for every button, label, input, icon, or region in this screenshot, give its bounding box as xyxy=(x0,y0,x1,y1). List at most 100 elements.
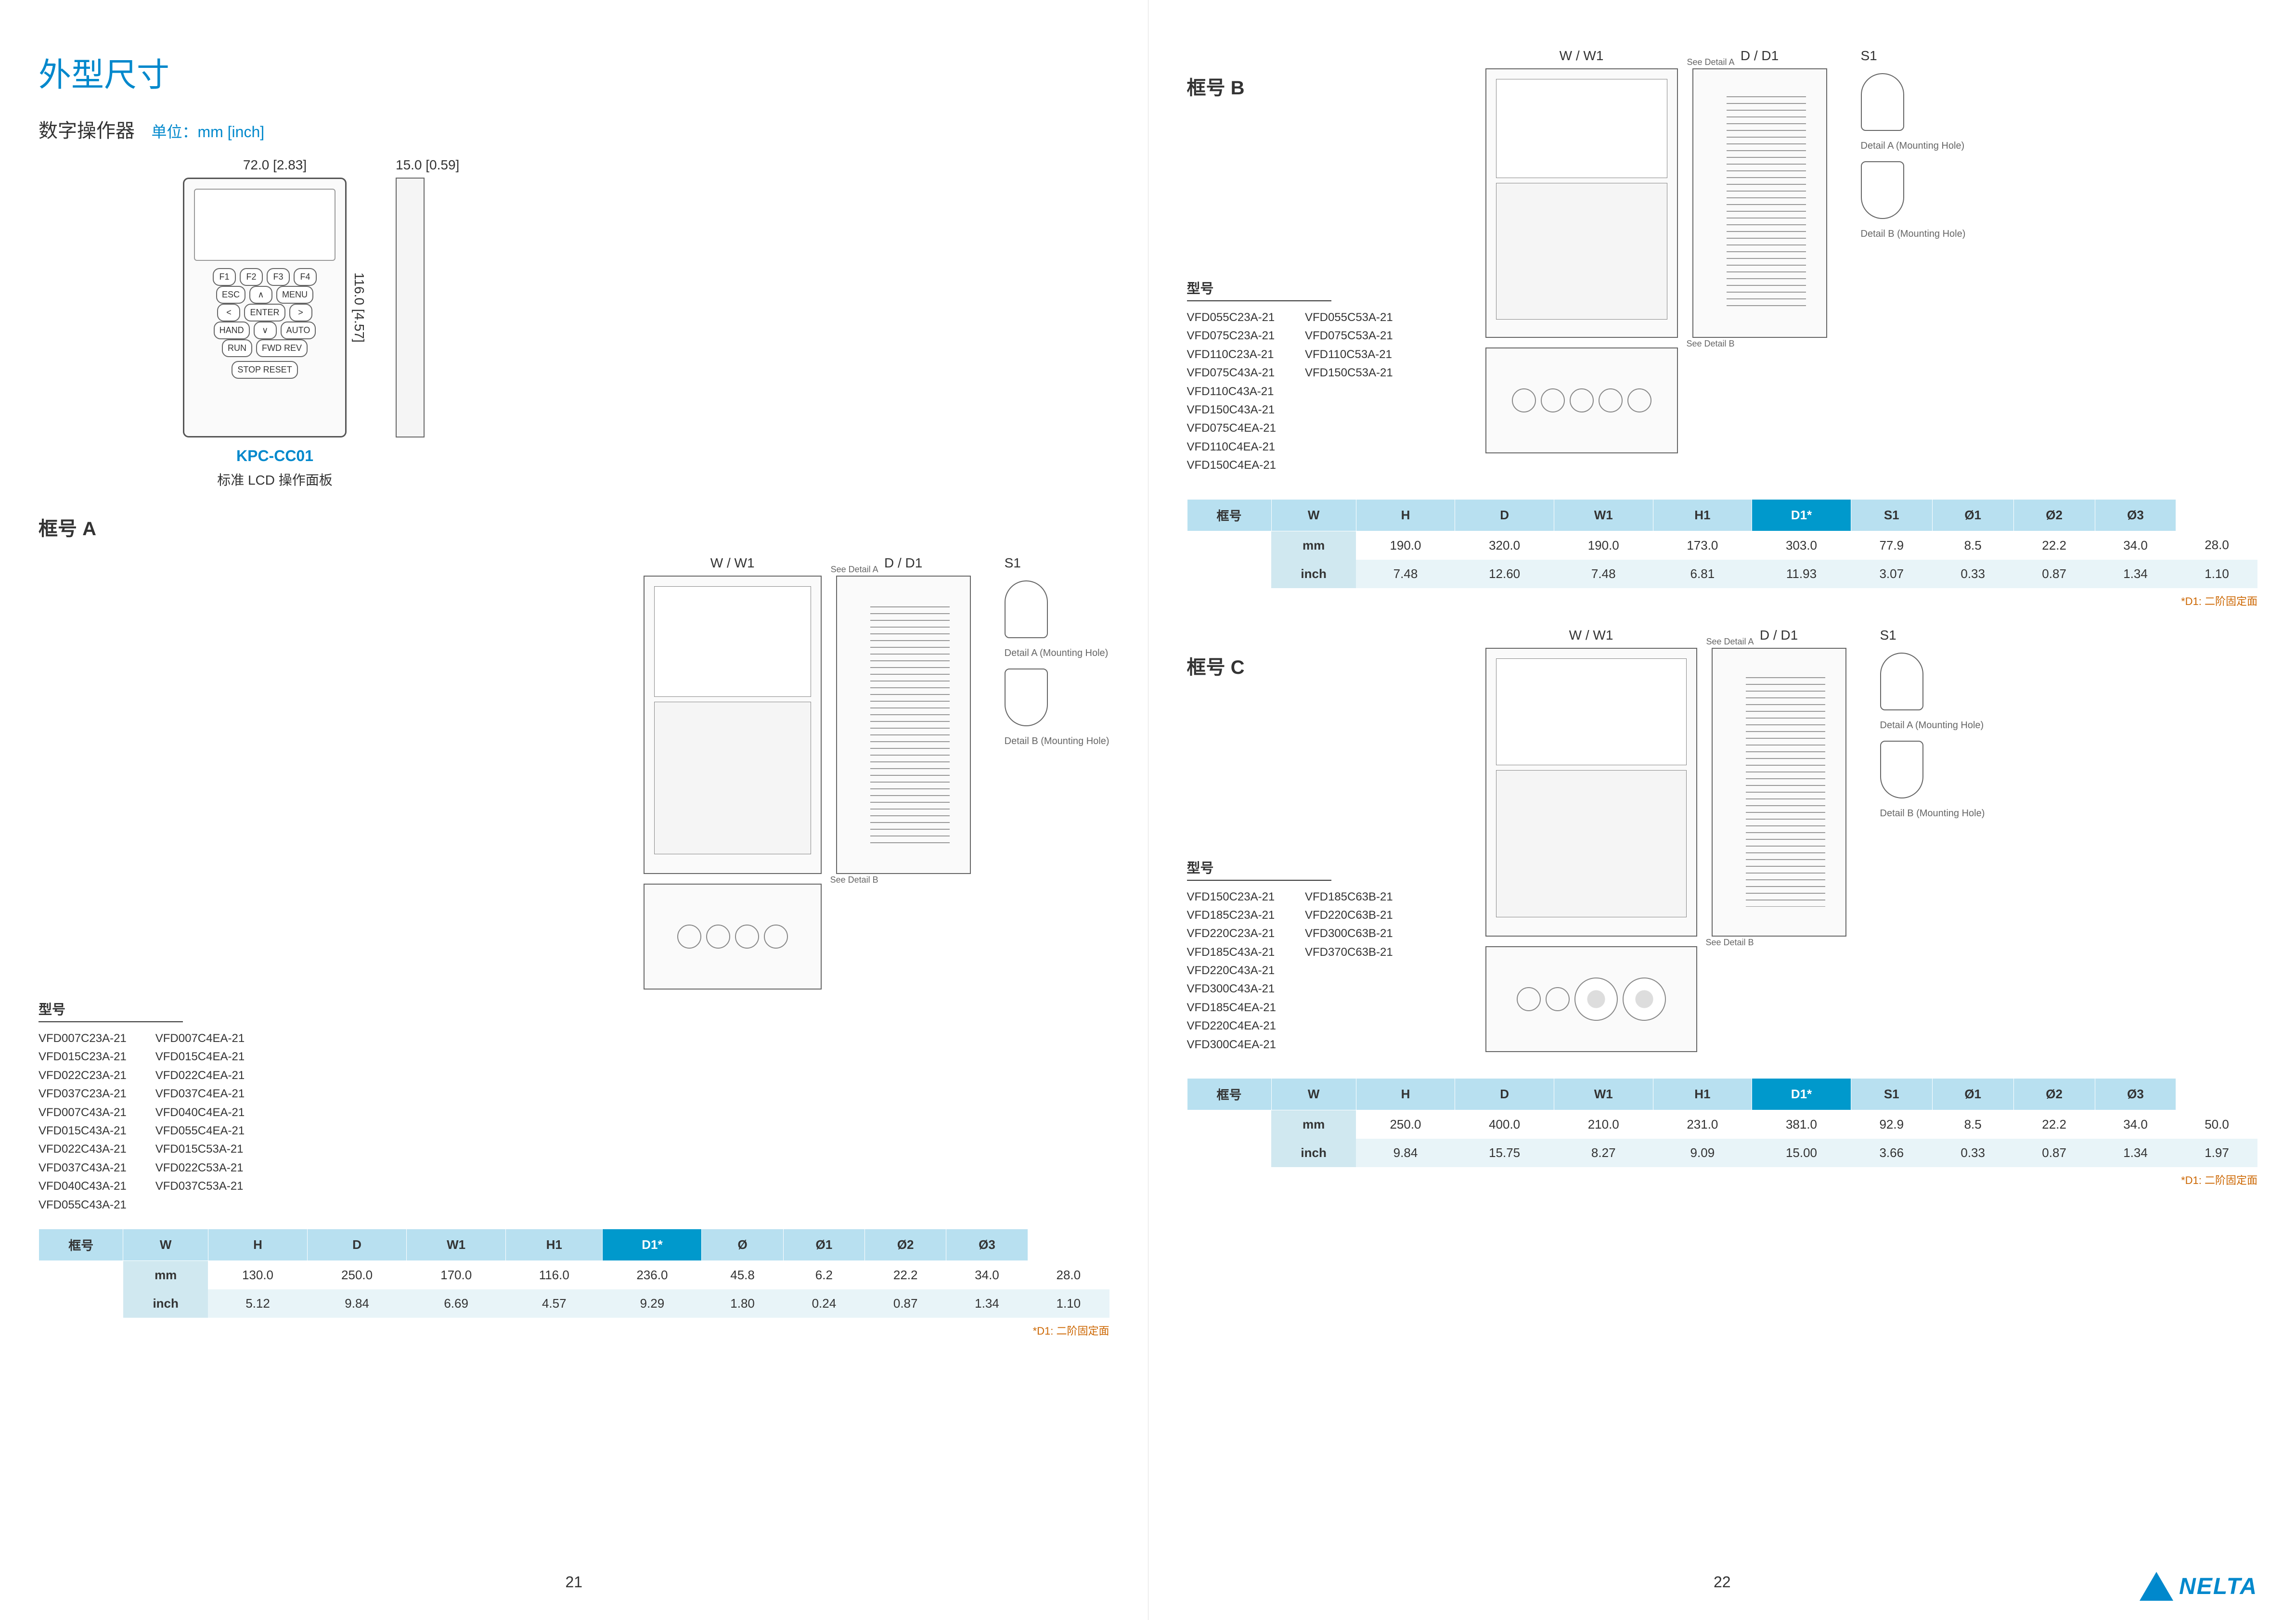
table-header: 框号 xyxy=(1187,499,1271,531)
table-cell: 50.0 xyxy=(2176,1110,2257,1139)
see-detail-b-label: See Detail B xyxy=(830,875,878,885)
keypad-sublabel: 标准 LCD 操作面板 xyxy=(183,470,367,489)
see-detail-a-label: See Detail A xyxy=(831,565,878,575)
table-cell: 11.93 xyxy=(1752,560,1851,588)
frame-c-side xyxy=(1712,648,1846,937)
table-cell: 170.0 xyxy=(407,1260,506,1289)
table-header: W xyxy=(1271,1079,1356,1110)
table-cell: 8.5 xyxy=(1932,1110,2013,1139)
model-number: VFD040C4EA-21 xyxy=(155,1104,245,1122)
table-cell: 8.5 xyxy=(1932,531,2013,560)
model-number: VFD370C63B-21 xyxy=(1305,943,1393,962)
footnote-a: *D1: 二阶固定面 xyxy=(39,1323,1109,1338)
main-title: 外型尺寸 xyxy=(39,48,1109,96)
model-number: VFD007C23A-21 xyxy=(39,1029,127,1048)
table-header: W1 xyxy=(407,1229,506,1260)
table-cell: 381.0 xyxy=(1752,1110,1851,1139)
keypad-btn: F1 xyxy=(213,268,236,286)
model-number: VFD022C53A-21 xyxy=(155,1159,245,1177)
model-number: VFD055C23A-21 xyxy=(1187,309,1276,327)
table-header: S1 xyxy=(1851,499,1932,531)
keypad-btn: F4 xyxy=(294,268,317,286)
model-number: VFD300C43A-21 xyxy=(1187,980,1276,998)
frame-a-front: See Detail A See Detail B xyxy=(644,576,822,874)
frame-b-front: See Detail A See Detail B xyxy=(1485,68,1678,338)
frame-a-details: S1 Detail A (Mounting Hole) Detail B (Mo… xyxy=(1005,555,1109,990)
logo-triangle-icon xyxy=(2140,1572,2173,1601)
footnote-c: *D1: 二阶固定面 xyxy=(1187,1172,2258,1187)
model-number: VFD150C23A-21 xyxy=(1187,888,1276,906)
frame-c-table: 框号WHDW1H1D1*S1Ø1Ø2Ø3C1mm250.0400.0210.02… xyxy=(1187,1078,2258,1167)
frame-a-section: 框号 A W / W1 See Detail A See Detail B xyxy=(39,513,1109,1338)
keypad-height-dim: 116.0 [4.57] xyxy=(351,272,367,343)
table-cell: 15.00 xyxy=(1752,1139,1851,1167)
model-number: VFD220C63B-21 xyxy=(1305,906,1393,925)
model-number: VFD015C23A-21 xyxy=(39,1048,127,1066)
frame-a-side xyxy=(836,576,971,874)
table-cell: 5.12 xyxy=(208,1289,307,1318)
table-cell: 28.0 xyxy=(1028,1260,1109,1289)
keypad-row4: HAND∨AUTO xyxy=(194,321,335,339)
model-number: VFD037C4EA-21 xyxy=(155,1085,245,1103)
table-header: W1 xyxy=(1554,1079,1653,1110)
keypad-btn: F2 xyxy=(240,268,263,286)
model-label-c: 型号 xyxy=(1187,858,1331,881)
keypad-row2: ESC∧MENU xyxy=(194,286,335,304)
table-header: H1 xyxy=(506,1229,603,1260)
frame-c-section: 框号 C 型号 VFD150C23A-21VFD185C23A-21VFD220… xyxy=(1187,628,2258,1188)
frame-c-bottom xyxy=(1485,946,1697,1052)
table-header: Ø3 xyxy=(2095,499,2176,531)
table-cell: 92.9 xyxy=(1851,1110,1932,1139)
table-cell: 250.0 xyxy=(1356,1110,1455,1139)
table-cell: 28.0 xyxy=(2176,531,2257,560)
model-number: VFD037C43A-21 xyxy=(39,1159,127,1177)
model-number: VFD015C4EA-21 xyxy=(155,1048,245,1066)
table-header: 框号 xyxy=(1187,1079,1271,1110)
page-num-22: 22 xyxy=(1714,1573,1731,1591)
table-header: Ø3 xyxy=(2095,1079,2176,1110)
dim-s1: S1 xyxy=(1005,555,1109,571)
table-cell: 0.33 xyxy=(1932,560,2013,588)
keypad-btn: ∧ xyxy=(249,286,272,304)
table-cell: 320.0 xyxy=(1455,531,1554,560)
table-cell: 8.27 xyxy=(1554,1139,1653,1167)
keypad-model: KPC-CC01 xyxy=(183,447,367,465)
table-cell: 231.0 xyxy=(1653,1110,1752,1139)
table-header: W xyxy=(123,1229,208,1260)
frame-badge: A1 xyxy=(39,1260,123,1318)
keypad-btn: > xyxy=(289,304,312,321)
keypad-btn: F3 xyxy=(267,268,290,286)
model-number: VFD185C63B-21 xyxy=(1305,888,1393,906)
table-cell: 190.0 xyxy=(1356,531,1455,560)
keypad-btn: ENTER xyxy=(244,304,285,321)
table-header: D1* xyxy=(1752,1079,1851,1110)
table-header: Ø3 xyxy=(946,1229,1028,1260)
table-cell: mm xyxy=(1271,1110,1356,1139)
table-cell: 22.2 xyxy=(865,1260,946,1289)
subtitle: 数字操作器 xyxy=(39,120,135,141)
table-cell: 236.0 xyxy=(603,1260,702,1289)
table-cell: 6.81 xyxy=(1653,560,1752,588)
model-number: VFD220C23A-21 xyxy=(1187,925,1276,943)
table-cell: 12.60 xyxy=(1455,560,1554,588)
frame-badge: B1 xyxy=(1187,531,1271,588)
table-header: Ø1 xyxy=(1932,1079,2013,1110)
table-cell: 9.29 xyxy=(603,1289,702,1318)
unit-label: 单位：mm [inch] xyxy=(151,123,264,141)
table-cell: 4.57 xyxy=(506,1289,603,1318)
model-number: VFD037C23A-21 xyxy=(39,1085,127,1103)
model-number: VFD300C4EA-21 xyxy=(1187,1036,1276,1054)
keypad-row1: F1F2F3F4 xyxy=(194,268,335,286)
keypad-side-view xyxy=(396,178,425,437)
table-cell: 6.69 xyxy=(407,1289,506,1318)
table-cell: 400.0 xyxy=(1455,1110,1554,1139)
table-cell: 250.0 xyxy=(308,1260,407,1289)
dim-d1: D1 xyxy=(905,555,923,570)
table-header: D1* xyxy=(603,1229,702,1260)
detail-b-hole xyxy=(1005,669,1048,726)
table-cell: 0.87 xyxy=(865,1289,946,1318)
frame-badge: C1 xyxy=(1187,1110,1271,1168)
table-cell: 1.80 xyxy=(702,1289,783,1318)
table-cell: 1.34 xyxy=(2095,1139,2176,1167)
table-cell: 130.0 xyxy=(208,1260,307,1289)
